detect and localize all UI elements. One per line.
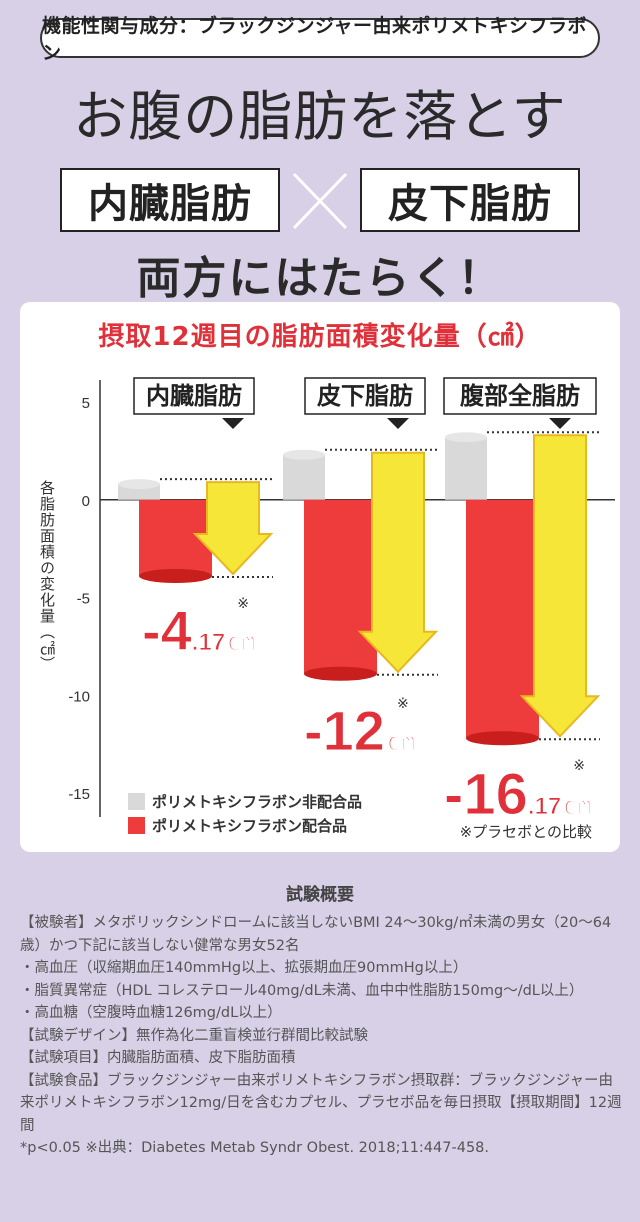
category-label-box bbox=[304, 377, 426, 415]
difference-value: -16.17㎠ bbox=[444, 762, 591, 827]
placebo-bar-cap bbox=[118, 479, 160, 490]
category-label: 腹部全脂肪 bbox=[460, 382, 580, 410]
significance-mark: ※ bbox=[397, 696, 409, 712]
y-tick-label: 0 bbox=[82, 493, 90, 510]
active-bar bbox=[304, 499, 377, 674]
subcutaneous-fat-box: 皮下脂肪 bbox=[360, 168, 580, 232]
legend-label-placebo: ポリメトキシフラボン非配合品 bbox=[152, 793, 362, 811]
subheadline: 両方にはたらく！ bbox=[136, 253, 504, 304]
bar-chart: 5 0 -5 -10 -15 各脂肪面積の変化量（㎠） 内臓脂肪 皮下脂肪 腹部全脂肪 -4.17… bbox=[38, 377, 615, 841]
difference-arrow bbox=[192, 481, 274, 576]
y-tick-label: -15 bbox=[68, 786, 90, 803]
difference-value: -4.17㎠ bbox=[142, 599, 255, 662]
study-line: 【試験食品】ブラックジンジャー由来ポリメトキシフラボン摂取群：ブラックジンジャー… bbox=[20, 1072, 622, 1134]
difference-value: -12㎠ bbox=[304, 699, 415, 762]
study-line: ・脂質異常症（HDL コレステロール40mg/dL未満、血中中性脂肪150mg～… bbox=[20, 982, 584, 999]
placebo-bar-cap bbox=[283, 449, 325, 460]
study-line: ・高血糖（空腹時血糖126mg/dL以上） bbox=[20, 1005, 282, 1021]
significance-mark: ※ bbox=[573, 758, 585, 774]
y-tick-label: -5 bbox=[77, 591, 90, 608]
category-label: 内臓脂肪 bbox=[146, 382, 242, 410]
study-summary: 【被験者】メタボリックシンドロームに該当しないBMI 24～30kg/㎡未満の男… bbox=[20, 912, 625, 1160]
cross-icon bbox=[292, 172, 348, 230]
category-label: 皮下脂肪 bbox=[317, 382, 413, 410]
placebo-bar bbox=[283, 454, 325, 500]
study-line: 【試験デザイン】無作為化二重盲検並行群間比較試験 bbox=[20, 1027, 368, 1044]
study-line: ・高血圧（収縮期血圧140mmHg以上、拡張期血圧90mmHg以上） bbox=[20, 960, 468, 976]
chevron-down-icon bbox=[387, 418, 409, 429]
comparison-note: ※プラセボとの比較 bbox=[460, 823, 592, 841]
study-line: 【試験項目】内臓脂肪面積、皮下脂肪面積 bbox=[20, 1050, 296, 1066]
chart-title: 摂取12週目の脂肪面積変化量（㎠） bbox=[98, 322, 542, 352]
study-line: *p<0.05 ※出典：Diabetes Metab Syndr Obest. … bbox=[20, 1140, 489, 1156]
headline: お腹の脂肪を落とす bbox=[73, 85, 567, 148]
visceral-fat-box: 内臓脂肪 bbox=[60, 168, 280, 232]
placebo-bar bbox=[445, 437, 487, 500]
category-label-box bbox=[443, 377, 597, 415]
ingredient-badge: 機能性関与成分：ブラックジンジャー由来ポリメトキシフラボン bbox=[40, 15, 600, 64]
chevron-down-icon bbox=[549, 418, 571, 429]
legend-swatch-placebo bbox=[128, 793, 145, 810]
legend-label-active: ポリメトキシフラボン配合品 bbox=[152, 817, 347, 835]
difference-arrow bbox=[519, 434, 601, 738]
active-bar-cap bbox=[139, 568, 212, 583]
active-bar-cap bbox=[466, 731, 539, 746]
active-bar-cap bbox=[304, 666, 377, 681]
y-axis-label: 各脂肪面積の変化量（㎠） bbox=[38, 480, 56, 672]
chevron-down-icon bbox=[222, 418, 244, 429]
study-summary-title: 試験概要 bbox=[286, 885, 354, 905]
placebo-bar-cap bbox=[445, 432, 487, 443]
y-tick-label: 5 bbox=[82, 395, 90, 412]
category-label-box bbox=[133, 377, 255, 415]
significance-mark: ※ bbox=[237, 596, 249, 612]
y-tick-label: -10 bbox=[68, 688, 90, 705]
legend-swatch-active bbox=[128, 817, 145, 834]
study-line: 【被験者】メタボリックシンドロームに該当しないBMI 24～30kg/㎡未満の男… bbox=[20, 915, 612, 954]
difference-arrow bbox=[357, 451, 439, 674]
